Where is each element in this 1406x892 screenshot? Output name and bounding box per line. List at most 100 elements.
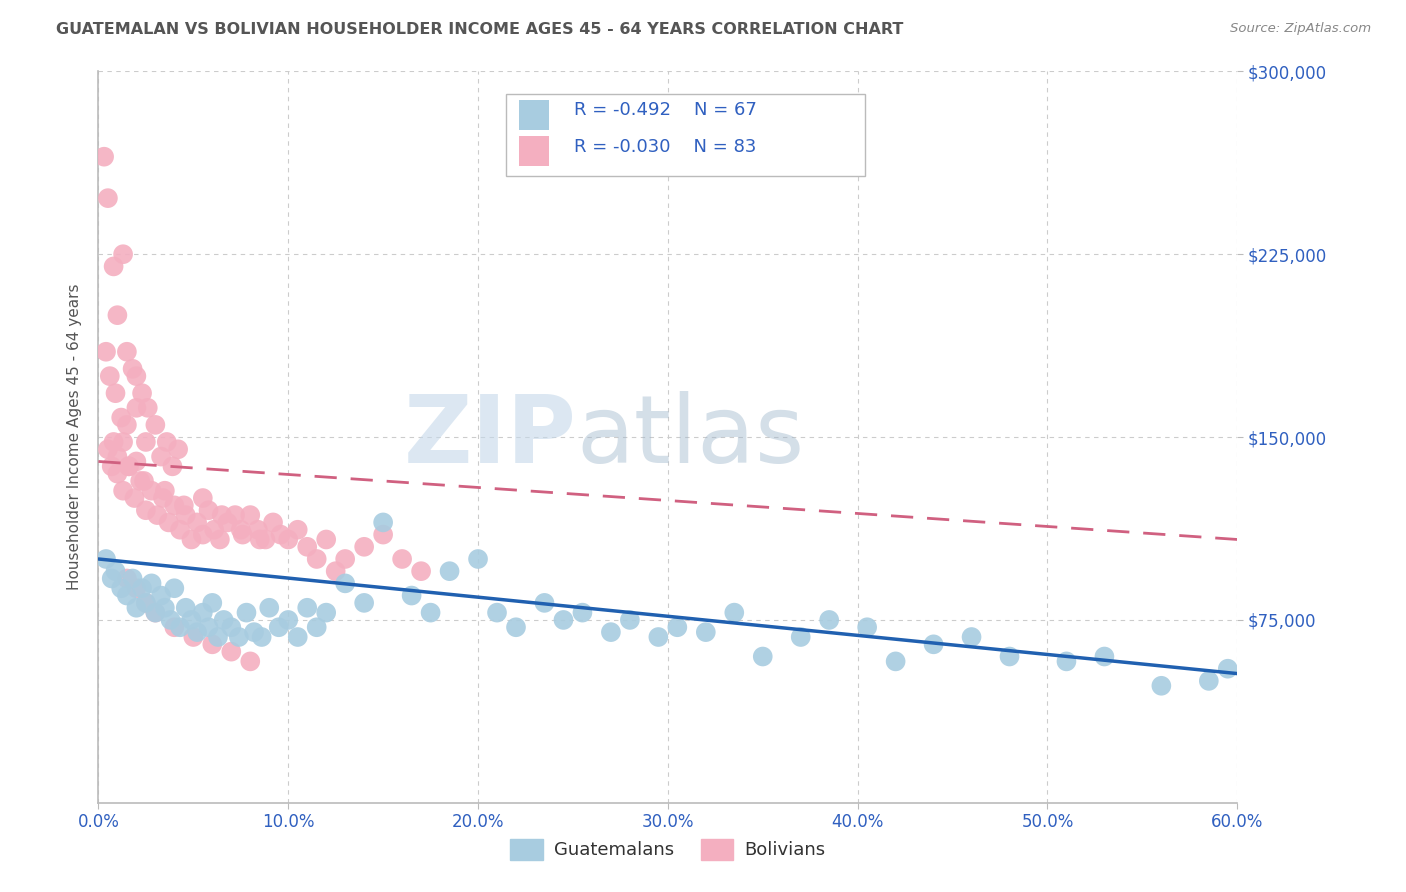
Point xyxy=(239,654,262,668)
Point xyxy=(818,613,841,627)
Point xyxy=(723,606,745,620)
Point xyxy=(201,637,224,651)
Point xyxy=(250,630,273,644)
Point xyxy=(94,552,117,566)
Point xyxy=(180,533,202,547)
Point xyxy=(297,540,319,554)
Point xyxy=(100,459,122,474)
Text: Source: ZipAtlas.com: Source: ZipAtlas.com xyxy=(1230,22,1371,36)
Point xyxy=(152,491,174,505)
Point xyxy=(277,533,299,547)
Point xyxy=(486,606,509,620)
Point xyxy=(118,459,141,474)
Point xyxy=(246,523,269,537)
Text: ZIP: ZIP xyxy=(404,391,576,483)
Point xyxy=(315,606,337,620)
Point xyxy=(922,637,945,651)
Point xyxy=(695,625,717,640)
Point xyxy=(277,613,299,627)
Point xyxy=(1198,673,1220,688)
Point xyxy=(107,450,129,464)
Point xyxy=(1216,662,1239,676)
Point xyxy=(239,508,262,522)
Text: R = -0.492    N = 67: R = -0.492 N = 67 xyxy=(574,101,756,119)
Text: R = -0.030    N = 83: R = -0.030 N = 83 xyxy=(574,138,756,156)
Point xyxy=(553,613,575,627)
Point xyxy=(197,503,219,517)
Point xyxy=(600,625,623,640)
Point xyxy=(124,491,146,505)
Point xyxy=(411,564,433,578)
Point xyxy=(156,434,179,449)
Point xyxy=(135,434,157,449)
Point xyxy=(110,581,132,595)
Point xyxy=(419,606,441,620)
Point xyxy=(371,516,394,530)
Point xyxy=(145,417,167,432)
Point xyxy=(191,491,214,505)
Point xyxy=(115,589,138,603)
Point xyxy=(107,467,129,481)
Point xyxy=(141,483,163,498)
Point xyxy=(162,459,184,474)
Point xyxy=(159,613,181,627)
Point xyxy=(104,386,127,401)
Point xyxy=(125,581,148,595)
Point xyxy=(93,150,115,164)
Legend: Guatemalans, Bolivians: Guatemalans, Bolivians xyxy=(503,831,832,867)
Point xyxy=(262,516,284,530)
Point xyxy=(104,564,127,578)
Point xyxy=(163,499,186,513)
Point xyxy=(217,516,239,530)
Point xyxy=(112,434,135,449)
Point xyxy=(201,596,224,610)
Point xyxy=(103,434,125,449)
Point xyxy=(243,625,266,640)
Point xyxy=(208,533,231,547)
Point xyxy=(97,191,120,205)
Point xyxy=(371,527,394,541)
Point xyxy=(267,620,290,634)
Point xyxy=(132,474,155,488)
Point xyxy=(221,645,243,659)
Point xyxy=(505,620,527,634)
Point xyxy=(221,620,243,634)
Point xyxy=(353,596,375,610)
Point xyxy=(335,576,357,591)
Point xyxy=(335,552,357,566)
Point xyxy=(146,508,169,522)
Point xyxy=(297,600,319,615)
Point xyxy=(232,527,254,541)
Point xyxy=(150,589,173,603)
Point xyxy=(103,260,125,274)
Point xyxy=(305,552,328,566)
Point xyxy=(1094,649,1116,664)
Point xyxy=(790,630,813,644)
Point xyxy=(135,503,157,517)
Point xyxy=(115,572,138,586)
Point xyxy=(174,508,197,522)
Point xyxy=(325,564,347,578)
Text: atlas: atlas xyxy=(576,391,806,483)
Point xyxy=(1150,679,1173,693)
Point xyxy=(167,442,190,457)
Point xyxy=(439,564,461,578)
Point xyxy=(1054,654,1078,668)
Point xyxy=(235,606,257,620)
Point xyxy=(107,308,129,322)
Point xyxy=(305,620,328,634)
Point xyxy=(136,401,159,415)
Point xyxy=(212,613,235,627)
Point xyxy=(249,533,271,547)
Point xyxy=(97,442,120,457)
Point xyxy=(191,606,214,620)
Point xyxy=(112,247,135,261)
Point xyxy=(100,572,122,586)
Point xyxy=(254,533,277,547)
Point xyxy=(287,630,309,644)
Point xyxy=(228,630,250,644)
Point xyxy=(752,649,775,664)
Point xyxy=(186,516,208,530)
Point xyxy=(163,620,186,634)
Point xyxy=(353,540,375,554)
